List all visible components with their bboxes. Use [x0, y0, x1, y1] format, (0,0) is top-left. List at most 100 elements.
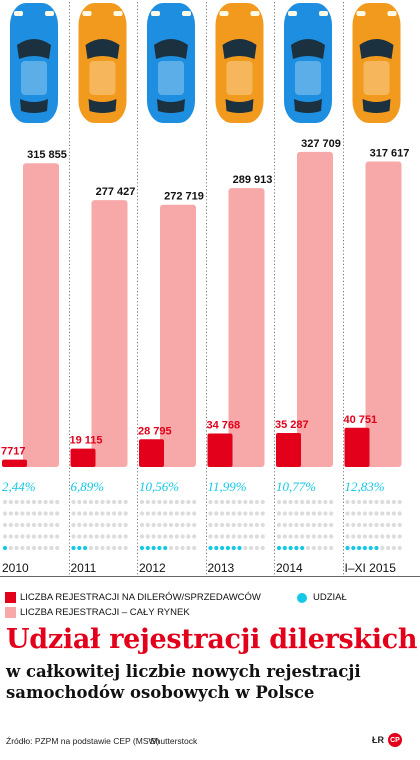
market-value-label: 289 913 — [233, 174, 273, 186]
share-value-label: 6,89% — [71, 479, 105, 494]
share-dot — [8, 534, 13, 539]
share-dot — [43, 534, 48, 539]
share-dot — [20, 511, 25, 516]
share-dot — [386, 522, 391, 528]
share-dot — [214, 522, 219, 528]
share-dot — [214, 511, 219, 516]
share-dot — [237, 522, 242, 528]
share-dot — [186, 522, 191, 528]
share-dot — [362, 499, 367, 505]
subtitle-line-1: w całkowitej liczbie nowych rejestracji — [6, 662, 361, 681]
share-dot-filled — [282, 545, 287, 551]
share-dot-filled — [157, 545, 162, 551]
share-dot — [300, 499, 305, 505]
share-dot — [357, 499, 362, 505]
photo-credit: Shutterstock — [150, 736, 198, 746]
share-dot — [231, 522, 236, 528]
car-headlight-icon — [113, 11, 123, 16]
share-dot — [117, 534, 122, 539]
share-dot — [225, 511, 230, 516]
share-dot — [37, 534, 42, 539]
share-dot — [20, 499, 25, 505]
share-dot — [71, 534, 76, 539]
share-dot — [20, 534, 25, 539]
share-dot — [214, 499, 219, 505]
share-dot — [225, 499, 230, 505]
car-headlight-icon — [219, 11, 229, 16]
year-label: 2012 — [139, 561, 166, 575]
share-dot — [300, 511, 305, 516]
share-dot — [311, 545, 316, 551]
share-dot — [174, 499, 179, 505]
share-dot — [237, 511, 242, 516]
share-dot — [26, 499, 31, 505]
share-dot — [386, 534, 391, 539]
share-dot-filled — [139, 545, 145, 551]
share-dot — [180, 545, 185, 551]
share-dot — [249, 534, 254, 539]
share-dot-filled — [71, 545, 76, 551]
share-dot — [100, 511, 105, 516]
share-dot — [391, 545, 396, 551]
share-dot — [231, 534, 236, 539]
share-dot — [254, 545, 259, 551]
share-dot — [220, 534, 225, 539]
share-dot — [37, 499, 42, 505]
share-dot — [368, 522, 373, 528]
share-dot-filled — [357, 545, 362, 551]
share-dot — [151, 499, 156, 505]
share-dot — [157, 522, 162, 528]
dealer-value-label: 28 795 — [138, 425, 172, 437]
share-dot — [380, 499, 385, 505]
share-value-label: 11,99% — [208, 479, 247, 494]
share-dot — [282, 499, 287, 505]
share-dot — [88, 522, 93, 528]
share-dot — [305, 545, 311, 551]
chart-subtitle: w całkowitej liczbie nowych rejestracji … — [6, 661, 361, 703]
share-dot — [317, 545, 322, 551]
share-dot — [329, 522, 334, 528]
share-dot — [123, 545, 128, 551]
share-dot — [323, 545, 328, 551]
share-dot — [139, 534, 145, 539]
share-dot — [168, 522, 174, 528]
year-label: 2011 — [71, 561, 97, 575]
share-dot — [77, 499, 82, 505]
share-dot — [317, 499, 322, 505]
year-label: 2014 — [276, 561, 303, 575]
share-dot — [157, 511, 162, 516]
share-dot — [311, 511, 316, 516]
share-dot — [8, 499, 13, 505]
share-dot — [305, 534, 311, 539]
share-dot — [282, 511, 287, 516]
share-dot — [329, 534, 334, 539]
share-dot — [249, 511, 254, 516]
share-dot — [77, 511, 82, 516]
share-dot — [168, 499, 174, 505]
legend-swatch-market — [5, 607, 16, 618]
share-dot — [186, 499, 191, 505]
share-dot — [112, 545, 117, 551]
subtitle-line-2: samochodów osobowych w Polsce — [6, 683, 315, 702]
share-dot — [231, 511, 236, 516]
share-dot — [26, 534, 31, 539]
car-body-icon — [215, 3, 264, 123]
share-dot — [55, 499, 60, 505]
legend-item-market: LICZBA REJESTRACJI – CAŁY RYNEK — [5, 607, 190, 618]
share-dot — [243, 545, 248, 551]
share-dot — [49, 511, 54, 516]
share-dot — [151, 511, 156, 516]
car-rear-window-icon — [20, 99, 48, 113]
share-dot — [83, 511, 88, 516]
dealer-value-label: 35 287 — [275, 419, 309, 431]
share-value-label: 10,56% — [139, 479, 179, 494]
dealer-value-label: 19 115 — [70, 435, 103, 447]
share-dot — [2, 534, 8, 539]
share-dot — [397, 545, 402, 551]
share-dot — [43, 545, 48, 551]
share-dot — [220, 511, 225, 516]
car-windshield-icon — [17, 39, 51, 59]
market-bar — [365, 161, 402, 468]
share-dot — [123, 534, 128, 539]
share-dot — [249, 545, 254, 551]
